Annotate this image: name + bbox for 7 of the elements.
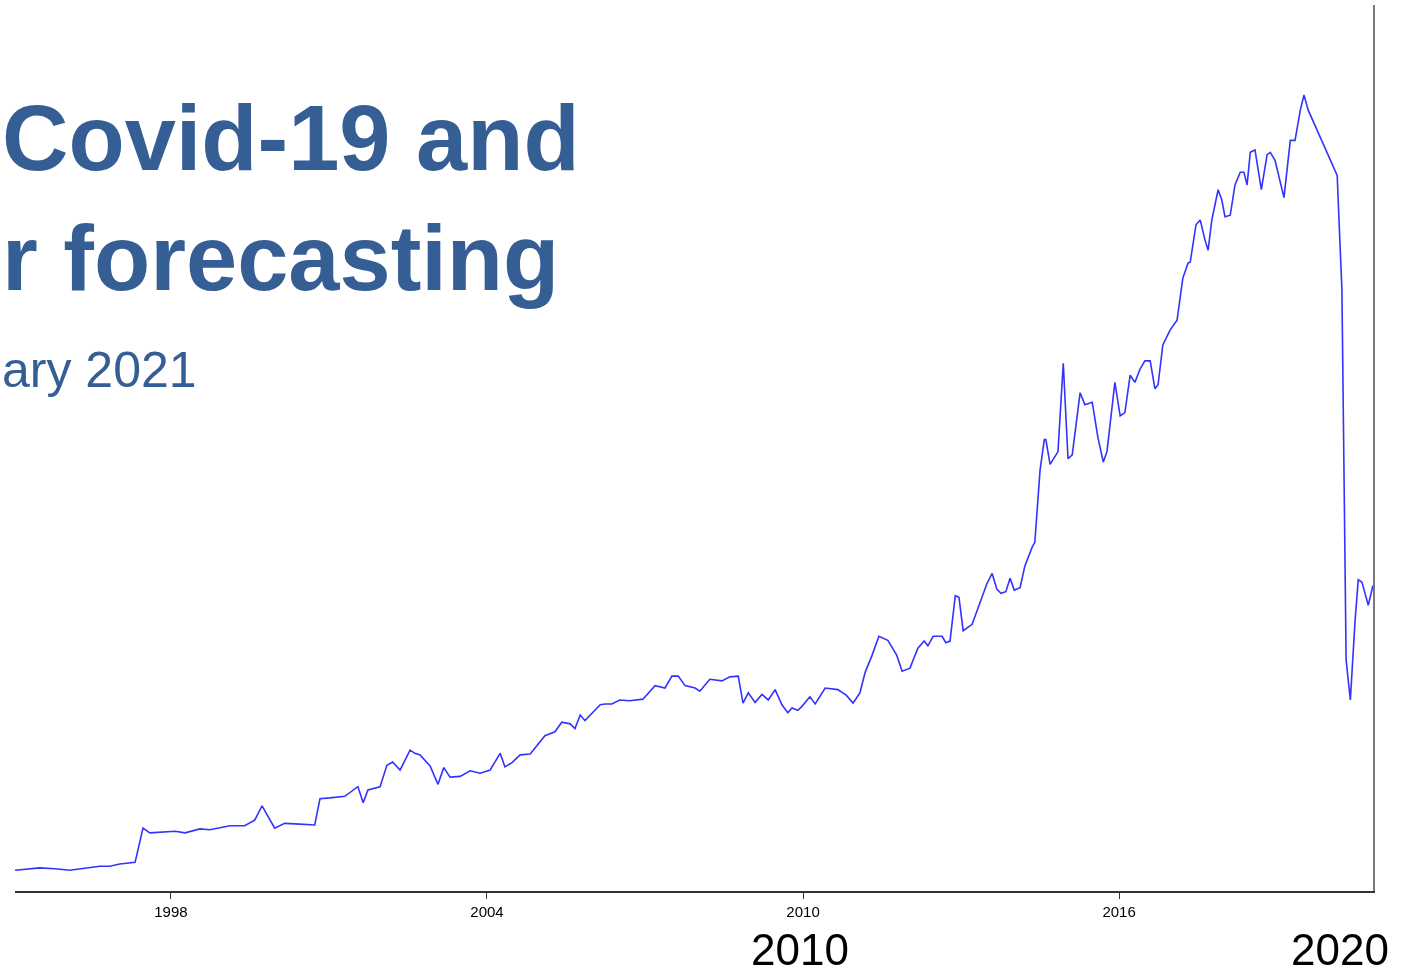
x-tick-label: 2010 <box>786 903 820 920</box>
text: 2020 <box>1291 925 1389 972</box>
x-tick-label: 1998 <box>154 903 188 920</box>
x-tick-label: 2016 <box>1102 903 1136 920</box>
x-tick-label: 2004 <box>470 903 504 920</box>
text: ary 2021 <box>2 342 197 398</box>
text: Covid-19 and r forecasting <box>2 87 580 309</box>
